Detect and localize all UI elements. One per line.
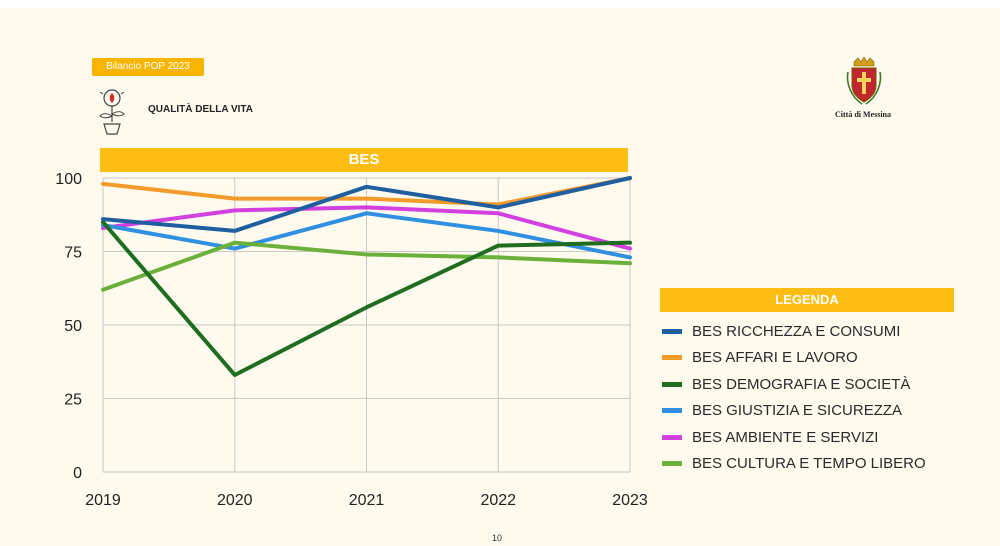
legend-swatch [662, 328, 682, 334]
legend-swatch [662, 381, 682, 387]
page-number: 10 [492, 533, 503, 543]
legend-title: LEGENDA [660, 288, 954, 312]
quality-of-life-icon [99, 89, 125, 135]
legend-item: BES DEMOGRAFIA E SOCIETÀ [662, 371, 926, 398]
x-tick-label: 2023 [612, 492, 648, 509]
legend-swatch [662, 461, 682, 467]
city-crest-icon [846, 56, 882, 105]
series-line-3 [101, 211, 632, 260]
org-name: Città di Messina [835, 110, 891, 119]
x-tick-label: 2021 [349, 492, 385, 509]
section-label: QUALITÀ DELLA VITA [148, 104, 253, 115]
legend-item: BES AMBIENTE E SERVIZI [662, 424, 926, 451]
chart-grid [102, 177, 631, 473]
y-tick-label: 25 [64, 392, 82, 409]
legend-item: BES CULTURA E TEMPO LIBERO [662, 451, 926, 478]
legend-label: BES AFFARI E LAVORO [692, 349, 858, 367]
report-tag: Bilancio POP 2023 [92, 58, 204, 76]
chart-legend: BES RICCHEZZA E CONSUMI BES AFFARI E LAVO… [662, 318, 926, 477]
legend-label: BES CULTURA E TEMPO LIBERO [692, 455, 926, 473]
y-tick-label: 100 [55, 171, 82, 188]
x-tick-label: 2022 [480, 492, 516, 509]
legend-label: BES RICCHEZZA E CONSUMI [692, 322, 901, 340]
legend-item: BES GIUSTIZIA E SICUREZZA [662, 398, 926, 425]
y-axis-tick-labels: 0 25 50 75 100 [55, 171, 82, 482]
legend-swatch [662, 355, 682, 361]
series-lines [101, 176, 632, 377]
legend-label: BES DEMOGRAFIA E SOCIETÀ [692, 375, 911, 393]
y-tick-label: 75 [64, 245, 82, 262]
legend-item: BES AFFARI E LAVORO [662, 345, 926, 372]
x-tick-label: 2019 [85, 492, 121, 509]
chart-title: BES [100, 148, 628, 172]
legend-swatch [662, 408, 682, 414]
y-tick-label: 0 [73, 465, 82, 482]
series-line-0 [101, 176, 632, 233]
x-tick-label: 2020 [217, 492, 253, 509]
legend-label: BES GIUSTIZIA E SICUREZZA [692, 402, 903, 420]
legend-item: BES RICCHEZZA E CONSUMI [662, 318, 926, 345]
series-line-4 [101, 205, 632, 251]
legend-swatch [662, 434, 682, 440]
series-line-2 [101, 220, 632, 377]
x-axis-tick-labels: 2019 2020 2021 2022 2023 [85, 492, 648, 509]
top-band [0, 0, 1000, 8]
y-tick-label: 50 [64, 318, 82, 335]
legend-label: BES AMBIENTE E SERVIZI [692, 428, 879, 446]
series-line-5 [101, 240, 632, 292]
